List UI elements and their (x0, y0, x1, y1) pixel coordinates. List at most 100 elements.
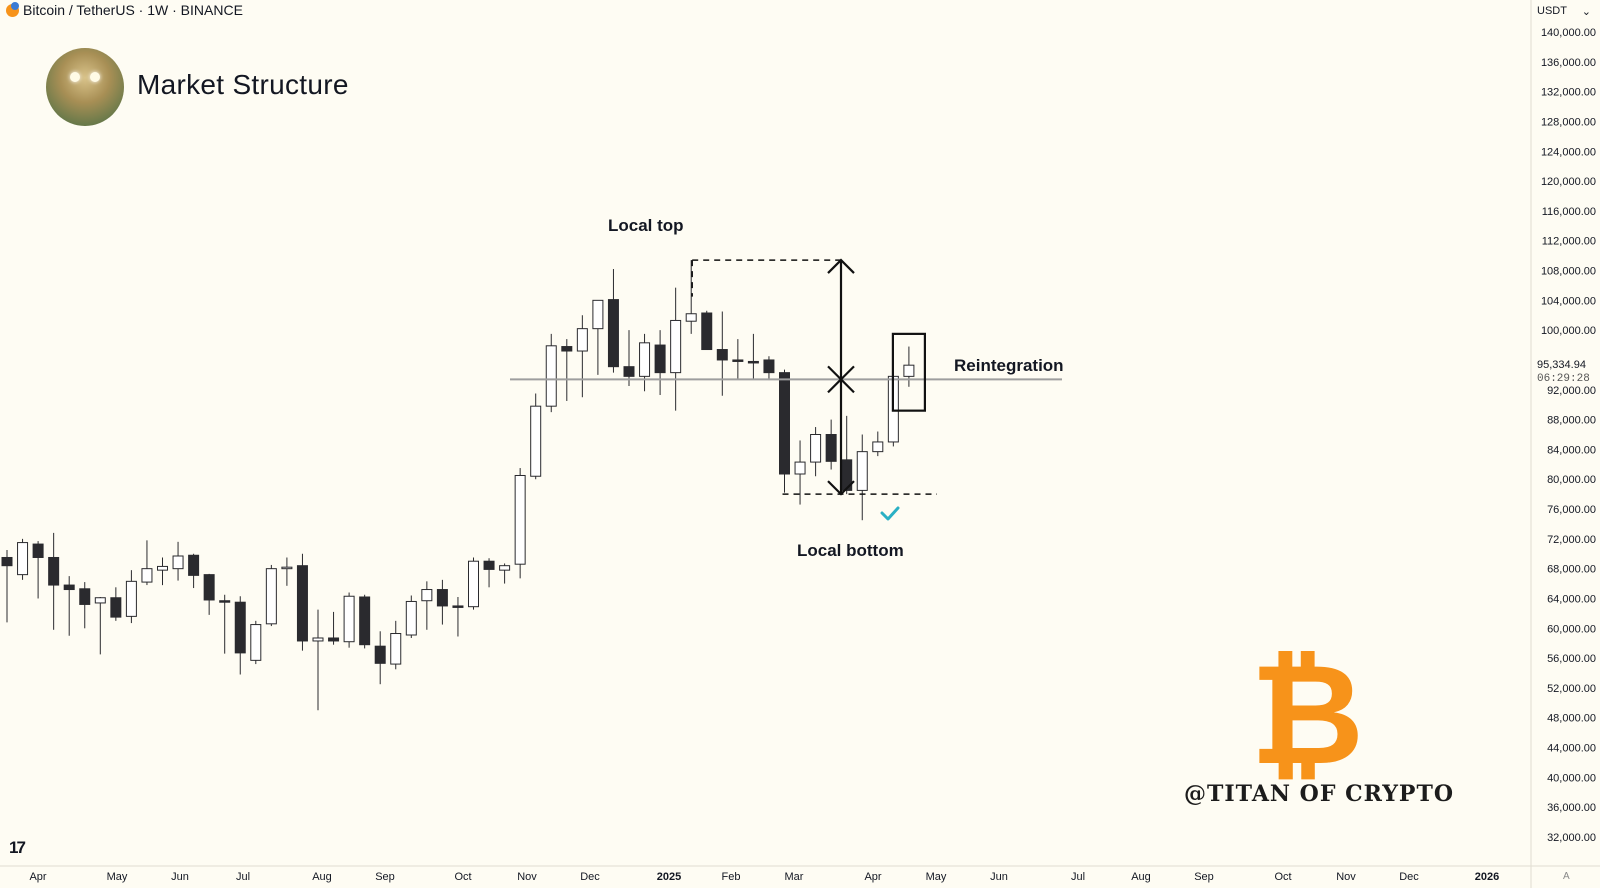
candle-body-up (312, 637, 324, 642)
candle (141, 540, 153, 586)
candle (125, 570, 137, 624)
candle (1, 550, 13, 623)
avatar (46, 48, 124, 126)
price-tick-label: 84,000.00 (1547, 444, 1596, 456)
candle (607, 269, 619, 373)
time-tick-label: Jul (1071, 871, 1085, 883)
candle-body-up (468, 560, 479, 608)
candle-body-down (48, 556, 60, 586)
candle (63, 576, 75, 636)
candle (48, 532, 60, 630)
time-tick-label: Dec (1399, 871, 1419, 883)
candle-body-up (157, 565, 168, 571)
candle-body-up (576, 328, 588, 352)
candle (452, 596, 464, 637)
candle-body-up (794, 461, 806, 475)
time-axis[interactable]: Apr May Jun Jul Aug Sep Oct Nov Dec 2025 Feb Mar Apr… (0, 865, 1600, 883)
drawings-layer (510, 258, 1062, 521)
price-tick-label: 52,000.00 (1547, 683, 1596, 695)
candle-body-down (747, 360, 759, 364)
candle-body-down (219, 600, 231, 603)
candle (219, 594, 231, 654)
candle-body-down (763, 359, 775, 374)
check-icon (880, 506, 900, 521)
price-tick-label: 68,000.00 (1547, 564, 1596, 576)
candle-body-down (203, 574, 215, 601)
candle (903, 346, 915, 387)
candle-body-up (872, 441, 884, 453)
candle (343, 592, 355, 648)
candle-body-up (265, 568, 277, 625)
time-tick-label: Aug (1131, 871, 1151, 883)
time-tick-label: Oct (454, 871, 471, 883)
candle-body-down (607, 299, 619, 368)
candle (545, 333, 557, 413)
price-tick-label: 132,000.00 (1541, 87, 1596, 99)
candle (825, 419, 837, 470)
candle-body-down (63, 584, 75, 591)
currency-label: USDT (1537, 5, 1567, 17)
candle-body-up (250, 624, 262, 661)
candle (281, 557, 293, 586)
candle (32, 541, 44, 599)
price-tick-label: 116,000.00 (1542, 206, 1596, 218)
candle (468, 557, 479, 610)
price-tick-label: 120,000.00 (1541, 176, 1596, 188)
candle (203, 573, 215, 615)
candle (374, 631, 386, 685)
currency-dropdown[interactable]: USDT ⌄ (1531, 2, 1597, 20)
auto-scale-icon[interactable]: A (1563, 871, 1570, 882)
price-tick-label: 80,000.00 (1547, 474, 1596, 486)
candle-body-up (903, 364, 915, 377)
candle (747, 333, 759, 380)
candle (639, 333, 651, 392)
time-tick-label: Aug (312, 871, 332, 883)
candle (763, 356, 775, 381)
candle-body-up (514, 474, 526, 565)
price-tick-label: 64,000.00 (1547, 593, 1596, 605)
price-tick-label: 44,000.00 (1547, 743, 1596, 755)
time-tick-label: Mar (785, 871, 804, 883)
candle (716, 311, 728, 396)
candle-body-up (281, 566, 293, 570)
price-tick-label: 124,000.00 (1541, 146, 1596, 158)
candle-body-down (374, 645, 386, 664)
price-axis[interactable]: 140,000.00 136,000.00 132,000.00 128,000.00… (1530, 0, 1598, 888)
candle-body-up (499, 565, 511, 571)
candle-body-down (732, 359, 744, 362)
candle (421, 581, 433, 630)
candle-body-up (670, 319, 682, 374)
candle (312, 609, 324, 711)
candle-body-down (79, 588, 91, 605)
candle-body-up (17, 542, 29, 576)
candle (79, 582, 91, 629)
candle (172, 541, 184, 581)
price-tick-label: 112,000.00 (1542, 236, 1596, 248)
candle (779, 369, 790, 493)
candle (670, 287, 682, 411)
candle (592, 299, 604, 375)
time-tick-label: Nov (1336, 871, 1356, 883)
price-tick-label: 104,000.00 (1541, 295, 1596, 307)
price-tick-label: 128,000.00 (1541, 116, 1596, 128)
arrow-head-down-icon (827, 480, 855, 496)
candle (157, 557, 168, 586)
candle (530, 393, 542, 480)
symbol-header[interactable]: Bitcoin / TetherUS · 1W · BINANCE (6, 1, 243, 18)
candle (623, 330, 635, 387)
candle-body-up (141, 568, 153, 583)
candle-body-up (94, 597, 106, 604)
candle-body-down (296, 565, 308, 642)
price-tick-label: 140,000.00 (1541, 27, 1596, 39)
candle-body-up (856, 451, 868, 491)
candle-body-down (1, 556, 13, 567)
price-tick-label: 92,000.00 (1547, 385, 1596, 397)
candle-body-down (32, 543, 44, 558)
tradingview-logo-icon[interactable]: 17 (9, 838, 26, 857)
candle (576, 315, 588, 398)
candle-body-down (328, 637, 340, 642)
candle-body-up (639, 342, 651, 377)
candles-layer (1, 260, 915, 711)
candle-body-down (701, 312, 713, 351)
